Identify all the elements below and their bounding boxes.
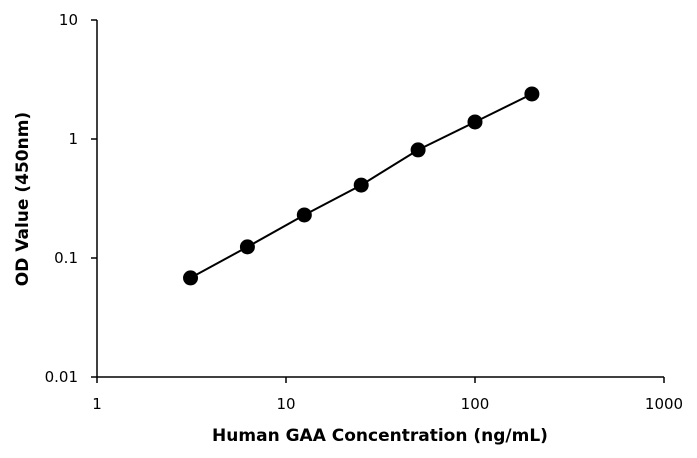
x-axis-title: Human GAA Concentration (ng/mL): [212, 426, 548, 446]
data-point: [524, 86, 540, 102]
y-tick-label: 0.1: [54, 249, 78, 267]
data-point: [467, 114, 483, 130]
data-point: [353, 177, 369, 193]
axes: [96, 20, 664, 378]
y-tick-label: 0.01: [45, 368, 78, 386]
x-tick-label: 10: [276, 395, 295, 413]
data-point: [183, 270, 199, 286]
data-point: [410, 142, 426, 158]
y-tick-label: 1: [68, 130, 78, 148]
x-tick-label: 1000: [645, 395, 683, 413]
x-tick-label: 1: [92, 395, 102, 413]
y-axis-title: OD Value (450nm): [13, 112, 33, 286]
x-tick-label: 100: [461, 395, 490, 413]
data-point: [239, 239, 255, 255]
data-point: [296, 207, 312, 223]
y-tick-label: 10: [59, 11, 78, 29]
